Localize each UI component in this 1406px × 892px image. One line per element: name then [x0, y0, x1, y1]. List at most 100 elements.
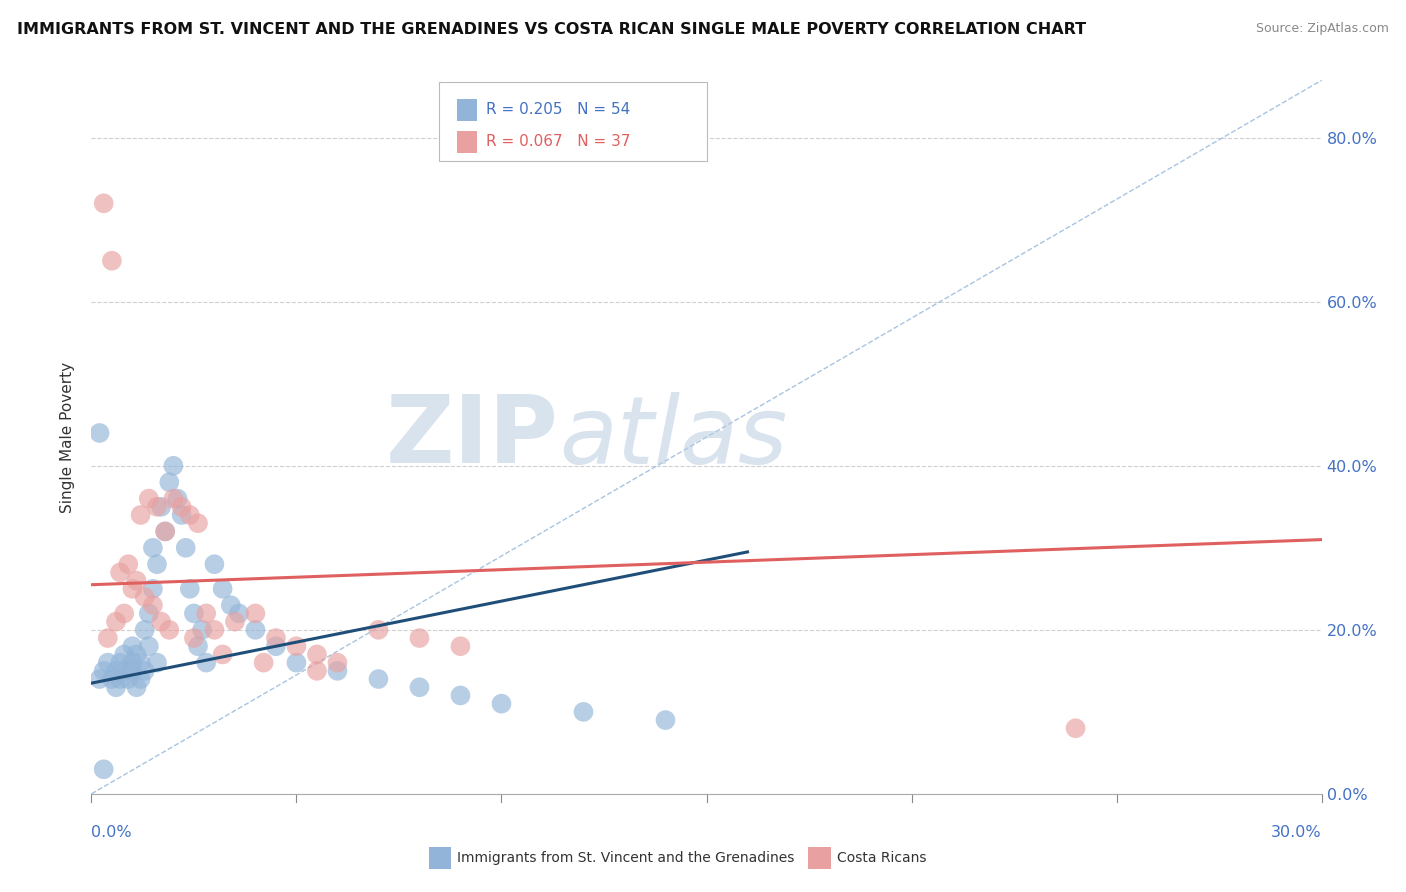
Point [125, 574, 148, 588]
Point [162, 458, 184, 473]
Point [195, 607, 218, 621]
Point [108, 656, 131, 670]
Point [108, 566, 131, 580]
Point [105, 664, 127, 678]
Point [125, 648, 148, 662]
Point [112, 664, 135, 678]
Point [93, 664, 115, 678]
Point [97, 631, 120, 645]
Point [264, 639, 287, 653]
Point [121, 664, 143, 678]
Point [93, 196, 115, 211]
Point [121, 582, 143, 596]
Point [202, 623, 225, 637]
Point [157, 475, 180, 490]
Point [326, 664, 349, 678]
Point [252, 656, 274, 670]
Y-axis label: Single Male Poverty: Single Male Poverty [60, 361, 76, 513]
Text: ZIP: ZIP [387, 391, 558, 483]
Point [183, 607, 205, 621]
Text: Costa Ricans: Costa Ricans [837, 851, 927, 865]
Text: IMMIGRANTS FROM ST. VINCENT AND THE GRENADINES VS COSTA RICAN SINGLE MALE POVERT: IMMIGRANTS FROM ST. VINCENT AND THE GREN… [17, 22, 1085, 37]
Point [166, 491, 188, 506]
Point [202, 558, 225, 572]
Point [367, 623, 389, 637]
Point [183, 631, 205, 645]
Point [138, 491, 160, 506]
Point [93, 762, 115, 776]
Text: Source: ZipAtlas.com: Source: ZipAtlas.com [1256, 22, 1389, 36]
Point [245, 623, 267, 637]
Point [179, 582, 201, 596]
Text: atlas: atlas [558, 392, 787, 483]
Point [112, 648, 135, 662]
Point [142, 582, 165, 596]
Point [125, 680, 148, 694]
Point [195, 656, 218, 670]
Point [150, 615, 173, 629]
Point [129, 672, 152, 686]
Point [326, 656, 349, 670]
Point [134, 590, 156, 604]
Point [191, 623, 214, 637]
Point [121, 656, 143, 670]
Point [142, 599, 165, 613]
Point [162, 491, 184, 506]
Point [117, 672, 139, 686]
Point [179, 508, 201, 522]
Point [97, 656, 120, 670]
Point [654, 713, 676, 727]
Point [89, 672, 111, 686]
Point [211, 582, 233, 596]
Point [305, 648, 328, 662]
Point [153, 524, 177, 539]
Point [105, 615, 127, 629]
Point [264, 631, 287, 645]
Point [170, 500, 193, 514]
Point [129, 656, 152, 670]
Point [146, 656, 169, 670]
Point [367, 672, 389, 686]
Point [150, 500, 173, 514]
Point [134, 664, 156, 678]
Point [153, 524, 177, 539]
Point [112, 607, 135, 621]
Text: R = 0.067   N = 37: R = 0.067 N = 37 [486, 135, 631, 149]
Text: R = 0.205   N = 54: R = 0.205 N = 54 [486, 103, 631, 117]
Point [146, 558, 169, 572]
Point [138, 607, 160, 621]
Point [101, 253, 124, 268]
Text: 30.0%: 30.0% [1271, 825, 1322, 840]
Point [174, 541, 197, 555]
Point [305, 664, 328, 678]
Point [572, 705, 595, 719]
Point [134, 623, 156, 637]
Point [129, 508, 152, 522]
Point [245, 607, 267, 621]
Point [157, 623, 180, 637]
Point [170, 508, 193, 522]
Point [138, 639, 160, 653]
Point [121, 639, 143, 653]
Point [101, 672, 124, 686]
Point [449, 689, 471, 703]
Point [146, 500, 169, 514]
Point [491, 697, 513, 711]
Point [142, 541, 165, 555]
Point [408, 631, 430, 645]
Point [108, 672, 131, 686]
Point [211, 648, 233, 662]
Point [105, 680, 127, 694]
Point [1064, 721, 1087, 735]
Point [285, 656, 308, 670]
Point [117, 558, 139, 572]
Point [219, 599, 242, 613]
Point [408, 680, 430, 694]
Point [285, 639, 308, 653]
Point [187, 516, 209, 531]
Text: 0.0%: 0.0% [91, 825, 132, 840]
Point [89, 425, 111, 440]
Point [187, 639, 209, 653]
Point [449, 639, 471, 653]
Point [224, 615, 246, 629]
